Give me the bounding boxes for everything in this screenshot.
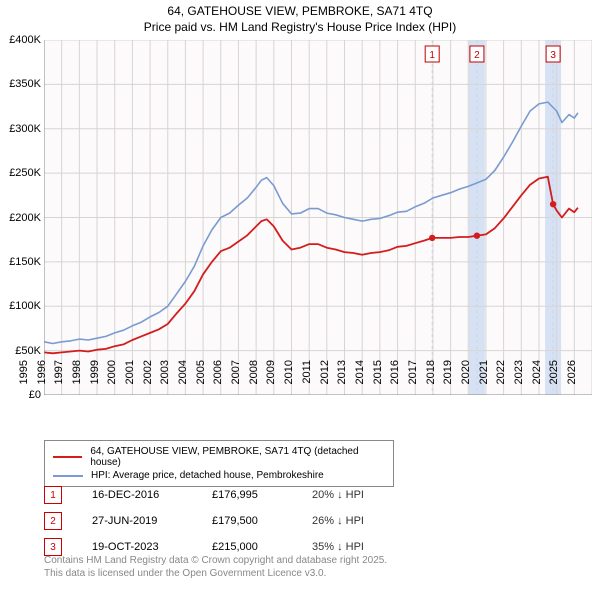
x-axis-label: 2023 [513, 360, 525, 400]
x-axis-label: 2010 [283, 360, 295, 400]
x-axis-label: 2014 [354, 360, 366, 400]
x-axis-label: 2006 [212, 360, 224, 400]
x-axis-label: 2004 [177, 360, 189, 400]
y-axis-label: £250K [0, 167, 41, 179]
x-axis-label: 2000 [106, 360, 118, 400]
x-axis-label: 2015 [372, 360, 384, 400]
x-axis-label: 2002 [142, 360, 154, 400]
attribution-line-2: This data is licensed under the Open Gov… [44, 568, 326, 579]
sale-row: 2 27-JUN-2019£179,50026% ↓ HPI [44, 508, 412, 534]
x-axis-label: 1996 [36, 360, 48, 400]
x-axis-label: 2024 [531, 360, 543, 400]
sale-date: 27-JUN-2019 [92, 515, 212, 527]
x-axis-label: 1995 [18, 360, 30, 400]
x-axis-label: 1997 [53, 360, 65, 400]
chart-svg: 1 2 3 [44, 40, 592, 395]
x-axis-label: 2017 [407, 360, 419, 400]
svg-text:1: 1 [429, 50, 435, 61]
x-axis-label: 2025 [548, 360, 560, 400]
legend: 64, GATEHOUSE VIEW, PEMBROKE, SA71 4TQ (… [44, 440, 394, 487]
sale-row: 1 16-DEC-2016£176,99520% ↓ HPI [44, 482, 412, 508]
x-axis-label: 1998 [71, 360, 83, 400]
sale-delta: 35% ↓ HPI [312, 541, 412, 553]
sale-date: 16-DEC-2016 [92, 489, 212, 501]
x-axis-label: 2001 [124, 360, 136, 400]
chart-area: 123 £0£50K£100K£150K£200K£250K£300K£350K… [44, 40, 592, 395]
legend-label: HPI: Average price, detached house, Pemb… [91, 470, 324, 481]
x-axis-label: 2019 [442, 360, 454, 400]
svg-text:2: 2 [474, 50, 480, 61]
chart-title: 64, GATEHOUSE VIEW, PEMBROKE, SA71 4TQ P… [0, 0, 600, 35]
sale-price: £215,000 [212, 541, 312, 553]
x-axis-label: 2011 [301, 360, 313, 400]
legend-swatch [53, 456, 82, 458]
y-axis-label: £400K [0, 34, 41, 46]
legend-label: 64, GATEHOUSE VIEW, PEMBROKE, SA71 4TQ (… [90, 446, 385, 468]
x-axis-label: 2022 [495, 360, 507, 400]
x-axis-label: 2007 [230, 360, 242, 400]
x-axis-label: 2026 [566, 360, 578, 400]
sale-delta: 26% ↓ HPI [312, 515, 412, 527]
y-axis-label: £350K [0, 78, 41, 90]
x-axis-label: 2016 [389, 360, 401, 400]
sale-badge: 1 [44, 486, 62, 504]
x-axis-label: 2009 [265, 360, 277, 400]
svg-text:3: 3 [550, 50, 556, 61]
y-axis-label: £200K [0, 212, 41, 224]
x-axis-label: 2003 [159, 360, 171, 400]
x-axis-label: 1999 [89, 360, 101, 400]
x-axis-label: 2021 [478, 360, 490, 400]
y-axis-label: £50K [0, 345, 41, 357]
sale-price: £179,500 [212, 515, 312, 527]
y-axis-label: £150K [0, 256, 41, 268]
legend-item: HPI: Average price, detached house, Pemb… [53, 469, 385, 482]
title-line-2: Price paid vs. HM Land Registry's House … [144, 20, 456, 34]
y-axis-label: £300K [0, 123, 41, 135]
y-axis-label: £100K [0, 300, 41, 312]
x-axis-label: 2005 [195, 360, 207, 400]
x-axis-label: 2008 [248, 360, 260, 400]
figure-root: 64, GATEHOUSE VIEW, PEMBROKE, SA71 4TQ P… [0, 0, 600, 590]
x-axis-label: 2013 [336, 360, 348, 400]
sale-date: 19-OCT-2023 [92, 541, 212, 553]
sale-price: £176,995 [212, 489, 312, 501]
attribution-line-1: Contains HM Land Registry data © Crown c… [44, 555, 387, 566]
sale-badge: 2 [44, 512, 62, 530]
x-axis-label: 2012 [319, 360, 331, 400]
title-line-1: 64, GATEHOUSE VIEW, PEMBROKE, SA71 4TQ [167, 4, 432, 18]
legend-swatch [53, 475, 83, 477]
x-axis-label: 2020 [460, 360, 472, 400]
sale-delta: 20% ↓ HPI [312, 489, 412, 501]
x-axis-label: 2018 [425, 360, 437, 400]
sales-table: 1 16-DEC-2016£176,99520% ↓ HPI 2 27-JUN-201… [44, 482, 412, 560]
legend-item: 64, GATEHOUSE VIEW, PEMBROKE, SA71 4TQ (… [53, 445, 385, 469]
attribution: Contains HM Land Registry data © Crown c… [44, 554, 387, 580]
